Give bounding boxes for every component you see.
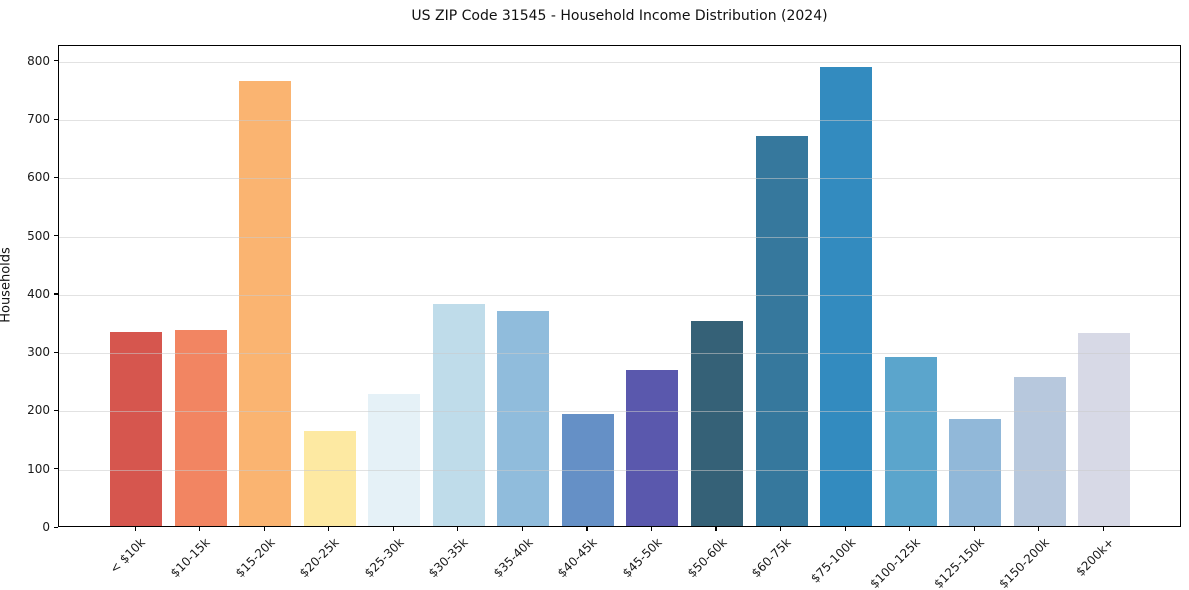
y-tick-label: 400 — [27, 286, 50, 301]
gridline — [59, 61, 1180, 63]
y-tick-label: 500 — [27, 228, 50, 243]
x-tick-mark — [650, 527, 653, 531]
bar — [1013, 376, 1066, 526]
y-tick-mark — [54, 468, 58, 470]
bar — [303, 431, 356, 526]
y-tick-label: 0 — [42, 520, 50, 534]
gridline — [59, 353, 1180, 355]
x-tick-mark — [715, 527, 717, 531]
x-tick-label: $100-125k — [867, 535, 923, 590]
x-tick-mark — [263, 527, 265, 531]
bar — [690, 320, 743, 526]
x-tick-mark — [392, 527, 394, 531]
bar — [239, 81, 292, 526]
plot-area — [58, 45, 1181, 527]
x-tick-label: $75-100k — [807, 535, 859, 586]
y-tick-label: 300 — [27, 345, 50, 360]
x-tick-mark — [1038, 527, 1040, 531]
x-tick-mark — [909, 527, 911, 531]
x-tick-mark — [457, 527, 459, 531]
x-tick-label: < $10k — [107, 535, 149, 577]
x-tick-label: $15-20k — [232, 535, 278, 581]
gridline — [59, 294, 1180, 296]
y-tick-label: 800 — [27, 53, 50, 68]
gridline — [59, 236, 1180, 238]
x-tick-label: $200k+ — [1072, 535, 1117, 579]
x-tick-label: $30-35k — [426, 535, 471, 581]
y-tick-mark — [54, 409, 58, 412]
bar — [110, 331, 162, 526]
x-tick-label: $25-30k — [361, 535, 407, 581]
x-tick-mark — [586, 527, 588, 531]
y-tick-mark — [54, 60, 58, 62]
gridline — [59, 178, 1180, 180]
gridline — [59, 120, 1180, 121]
y-tick-mark — [54, 176, 58, 178]
x-tick-label: $45-50k — [619, 535, 665, 581]
y-tick-mark — [54, 351, 58, 353]
bar — [174, 330, 227, 526]
bar — [949, 418, 1002, 526]
y-tick-mark — [54, 293, 58, 295]
y-tick-label: 700 — [27, 112, 50, 127]
y-tick-label: 600 — [27, 170, 50, 185]
x-tick-label: $125-150k — [931, 535, 988, 590]
x-tick-mark — [973, 527, 975, 531]
y-tick-mark — [54, 526, 58, 528]
y-tick-mark — [54, 118, 58, 120]
y-axis-label: Households — [0, 247, 14, 323]
x-tick-mark — [521, 527, 523, 531]
x-tick-mark — [1102, 527, 1104, 531]
y-tick-label: 100 — [27, 461, 50, 476]
x-tick-label: $60-75k — [748, 535, 794, 581]
x-tick-label: $150-200k — [996, 535, 1052, 590]
chart-title: US ZIP Code 31545 - Household Income Dis… — [411, 8, 828, 24]
bar — [820, 66, 873, 526]
y-tick-mark — [54, 235, 58, 237]
x-tick-mark — [780, 527, 782, 531]
bar — [497, 310, 550, 526]
x-tick-label: $20-25k — [296, 535, 342, 581]
x-tick-mark — [328, 527, 330, 531]
x-tick-label: $50-60k — [684, 535, 730, 581]
x-tick-label: $40-45k — [555, 535, 601, 581]
bar — [368, 394, 421, 526]
bar — [432, 303, 485, 526]
bar — [626, 370, 679, 526]
x-tick-mark — [199, 527, 201, 531]
x-tick-label: $35-40k — [490, 535, 536, 581]
y-tick-label: 200 — [27, 403, 50, 418]
bar — [755, 136, 808, 526]
x-tick-mark — [844, 527, 846, 531]
bar — [884, 357, 937, 526]
x-tick-mark — [134, 527, 136, 531]
gridline — [59, 411, 1180, 413]
x-tick-label: $10-15k — [167, 535, 213, 581]
bar — [1078, 333, 1131, 526]
gridline — [59, 469, 1180, 471]
